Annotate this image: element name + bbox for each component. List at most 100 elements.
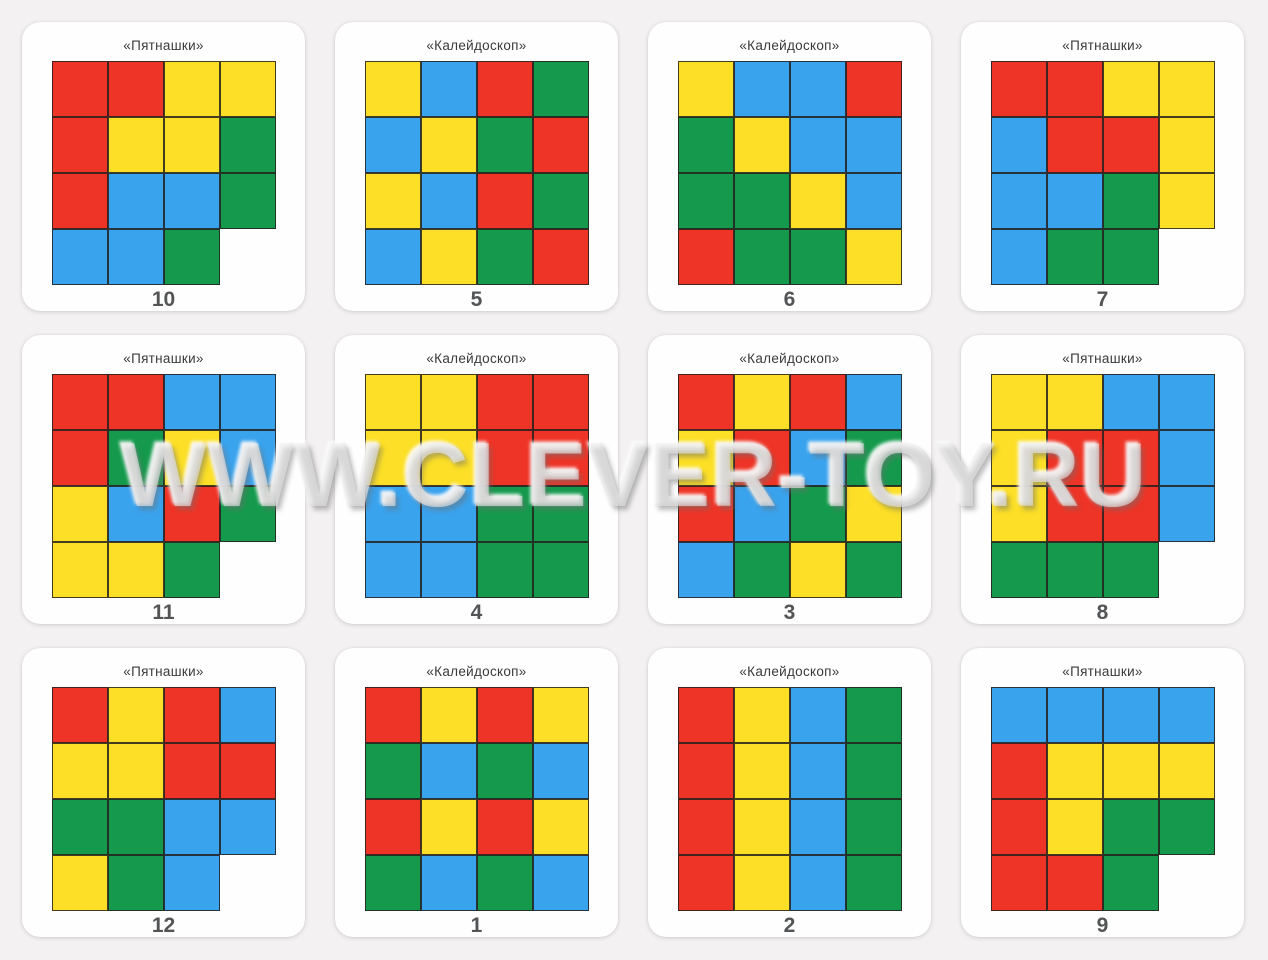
grid-cell-red bbox=[677, 486, 734, 542]
grid-cell-yellow bbox=[733, 687, 790, 743]
grid-cell-yellow bbox=[219, 61, 276, 117]
grid-cell-blue bbox=[364, 117, 421, 173]
grid-cell-yellow bbox=[1158, 743, 1215, 799]
empty-cell bbox=[220, 542, 276, 598]
card-title: «Калейдоскоп» bbox=[739, 664, 840, 679]
card-title: «Калейдоскоп» bbox=[426, 351, 527, 366]
grid-cell-red bbox=[789, 374, 846, 430]
grid-cell-red bbox=[219, 743, 276, 799]
grid-cell-green bbox=[845, 799, 902, 855]
card-grid bbox=[51, 687, 276, 911]
grid-cell-blue bbox=[107, 486, 164, 542]
grid-cell-green bbox=[107, 430, 164, 486]
grid-cell-blue bbox=[219, 430, 276, 486]
grid-cell-red bbox=[51, 430, 108, 486]
grid-cell-blue bbox=[990, 117, 1047, 173]
grid-cell-green bbox=[845, 430, 902, 486]
empty-cell bbox=[220, 229, 276, 285]
grid-cell-yellow bbox=[677, 61, 734, 117]
grid-cell-blue bbox=[1158, 430, 1215, 486]
puzzle-card: «Пятнашки» 9 bbox=[961, 648, 1244, 937]
grid-cell-green bbox=[476, 855, 533, 911]
grid-cell-green bbox=[845, 855, 902, 911]
grid-cell-green bbox=[789, 486, 846, 542]
grid-cell-yellow bbox=[677, 430, 734, 486]
empty-cell bbox=[1159, 542, 1215, 598]
grid-cell-red bbox=[677, 687, 734, 743]
grid-cell-yellow bbox=[163, 61, 220, 117]
grid-cell-green bbox=[845, 542, 902, 598]
grid-cell-blue bbox=[107, 229, 164, 285]
grid-cell-red bbox=[1046, 61, 1103, 117]
puzzle-card: «Пятнашки» 8 bbox=[961, 335, 1244, 624]
grid-cell-blue bbox=[219, 374, 276, 430]
grid-cell-green bbox=[532, 173, 589, 229]
grid-cell-green bbox=[532, 486, 589, 542]
grid-cell-blue bbox=[532, 743, 589, 799]
grid-cell-yellow bbox=[364, 374, 421, 430]
grid-cell-red bbox=[107, 61, 164, 117]
grid-cell-yellow bbox=[990, 430, 1047, 486]
grid-cell-red bbox=[476, 799, 533, 855]
card-grid bbox=[677, 374, 902, 598]
grid-cell-yellow bbox=[51, 743, 108, 799]
grid-cell-blue bbox=[420, 486, 477, 542]
card-title: «Калейдоскоп» bbox=[739, 38, 840, 53]
grid-cell-red bbox=[51, 687, 108, 743]
grid-cell-blue bbox=[420, 855, 477, 911]
grid-cell-green bbox=[789, 229, 846, 285]
card-title: «Пятнашки» bbox=[1062, 351, 1143, 366]
grid-cell-green bbox=[532, 61, 589, 117]
grid-cell-yellow bbox=[733, 743, 790, 799]
grid-cell-red bbox=[532, 430, 589, 486]
card-grid bbox=[364, 374, 589, 598]
grid-cell-blue bbox=[219, 687, 276, 743]
grid-cell-yellow bbox=[420, 687, 477, 743]
grid-cell-yellow bbox=[1158, 173, 1215, 229]
grid-cell-yellow bbox=[1158, 117, 1215, 173]
grid-cell-yellow bbox=[532, 687, 589, 743]
grid-cell-blue bbox=[845, 173, 902, 229]
grid-cell-blue bbox=[1158, 687, 1215, 743]
grid-cell-green bbox=[733, 229, 790, 285]
card-grid bbox=[990, 687, 1215, 911]
grid-cell-red bbox=[532, 374, 589, 430]
puzzle-card: «Пятнашки» 7 bbox=[961, 22, 1244, 311]
grid-cell-red bbox=[476, 374, 533, 430]
grid-cell-red bbox=[51, 173, 108, 229]
grid-cell-blue bbox=[1158, 486, 1215, 542]
grid-cell-red bbox=[990, 61, 1047, 117]
grid-cell-blue bbox=[364, 542, 421, 598]
grid-cell-blue bbox=[1158, 374, 1215, 430]
grid-cell-green bbox=[476, 229, 533, 285]
grid-cell-blue bbox=[789, 117, 846, 173]
grid-cell-yellow bbox=[364, 61, 421, 117]
card-number: 2 bbox=[783, 914, 796, 937]
card-number: 11 bbox=[152, 601, 175, 624]
grid-cell-yellow bbox=[420, 229, 477, 285]
card-number: 5 bbox=[470, 288, 483, 311]
grid-cell-green bbox=[845, 743, 902, 799]
card-grid bbox=[364, 61, 589, 285]
grid-cell-yellow bbox=[733, 374, 790, 430]
grid-cell-yellow bbox=[420, 117, 477, 173]
grid-cell-yellow bbox=[1158, 61, 1215, 117]
card-grid bbox=[677, 61, 902, 285]
grid-cell-red bbox=[1102, 430, 1159, 486]
card-title: «Пятнашки» bbox=[1062, 664, 1143, 679]
grid-cell-blue bbox=[107, 173, 164, 229]
grid-cell-yellow bbox=[1102, 743, 1159, 799]
grid-cell-red bbox=[990, 799, 1047, 855]
grid-cell-yellow bbox=[163, 430, 220, 486]
card-grid bbox=[51, 374, 276, 598]
grid-cell-green bbox=[845, 687, 902, 743]
puzzle-card: «Калейдоскоп» 2 bbox=[648, 648, 931, 937]
grid-cell-yellow bbox=[532, 799, 589, 855]
grid-cell-red bbox=[163, 687, 220, 743]
grid-cell-green bbox=[476, 117, 533, 173]
card-title: «Калейдоскоп» bbox=[426, 664, 527, 679]
grid-cell-yellow bbox=[1046, 799, 1103, 855]
puzzle-card: «Пятнашки» 10 bbox=[22, 22, 305, 311]
grid-cell-blue bbox=[163, 855, 220, 911]
